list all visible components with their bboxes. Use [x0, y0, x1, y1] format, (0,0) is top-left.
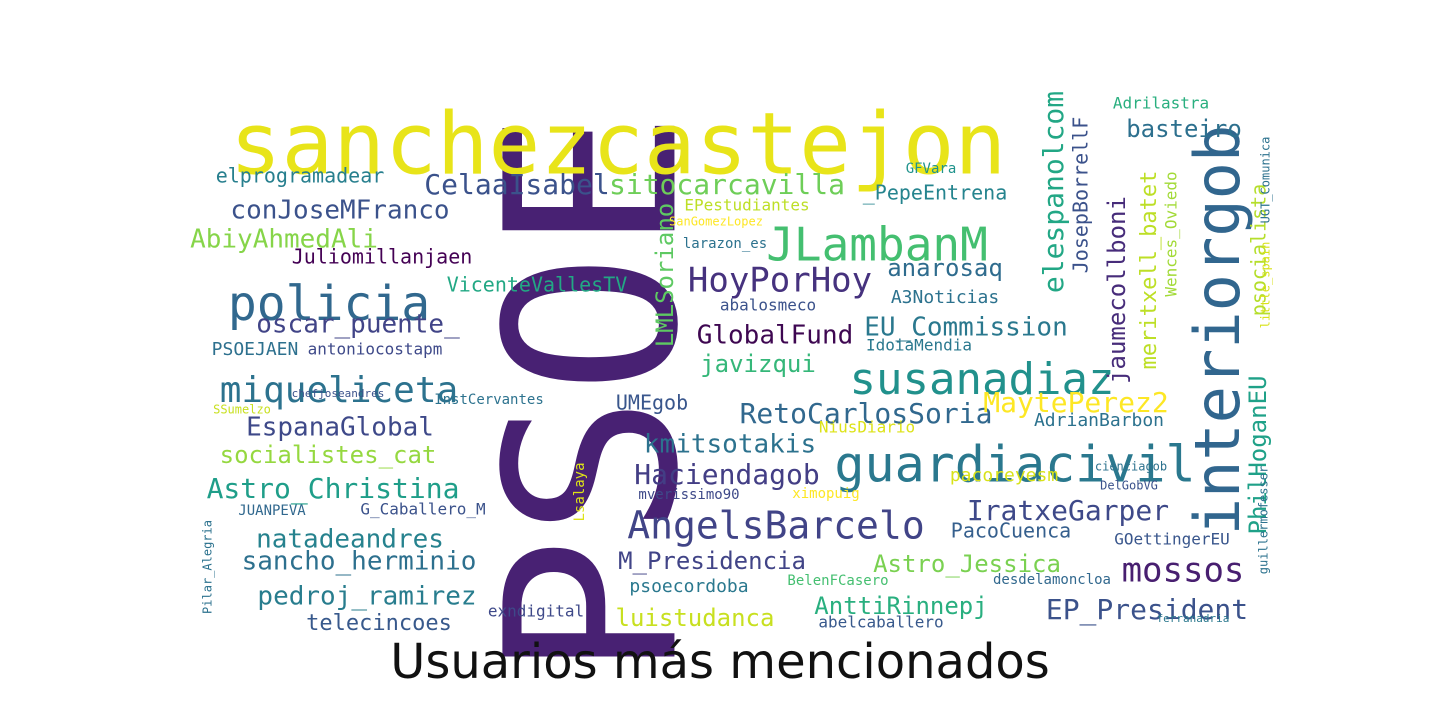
word-basteiro: basteiro [1126, 115, 1242, 143]
word-m-presidencia: M_Presidencia [618, 547, 806, 575]
word-idoiamendia: IdoiaMendia [866, 336, 972, 355]
word-mayteperez2: MaytePerez2 [983, 386, 1168, 419]
word-mverissimo90: mverissimo90 [638, 487, 739, 503]
word-javizqui: javizqui [700, 350, 816, 378]
word-miqueliceta: miqueliceta [220, 370, 458, 411]
word-natadeandres: natadeandres [256, 525, 444, 555]
word-philhoganeu: PhilHoganEU [1244, 376, 1272, 535]
word-chefjoseandres: chefjoseandres [292, 387, 385, 400]
word-sanchezcastejon: sanchezcastejon [230, 94, 1007, 194]
word-ep-president: EP_President [1046, 593, 1248, 627]
word-instcervantes: InstCervantes [434, 392, 544, 408]
word-abiyahmedali: AbiyAhmedAli [190, 225, 378, 255]
word-gfvara: GFVara [906, 161, 957, 177]
word-retocarlossoria: RetoCarlosSoria [740, 397, 993, 430]
word-interiorgob: interiorgob [1181, 125, 1254, 536]
word-cienciagob: cienciagob [1095, 460, 1167, 474]
word-little-spain: little_spain [1259, 242, 1273, 329]
word-guardiacivil: guardiacivil [834, 436, 1195, 494]
chart-title: Usuarios más mencionados [390, 634, 1050, 690]
word-pedroj-ramirez: pedroj_ramirez [257, 582, 476, 612]
word-psoejaen: PSOEJAEN [212, 339, 299, 360]
word-luistudanca: luistudanca [616, 604, 775, 632]
word-vicentevallestv: VicenteVallesTV [447, 273, 628, 297]
word-wences-oviedo: Wences_Oviedo [1162, 171, 1181, 296]
word-ximopuig: ximopuig [792, 486, 859, 502]
word-ugt-comunica: UGT_Comunica [1259, 137, 1273, 224]
word-globalfund: GlobalFund [697, 321, 854, 351]
word-espanaglobal: EspanaGlobal [246, 413, 434, 443]
word-sangomezlopez: SanGomezLopez [669, 215, 763, 229]
word-sitocarcavilla: sitocarcavilla [609, 168, 845, 201]
word-astro-jessica: Astro_Jessica [873, 550, 1061, 578]
word-lsalaya: Lsalaya [572, 462, 588, 521]
word-antoniocostapm: antoniocostapm [308, 340, 443, 359]
word-sancho-herminio: sancho_herminio [242, 547, 477, 577]
word-socialistes-cat: socialistes_cat [220, 441, 437, 469]
word-elespanolcom: elespanolcom [1037, 91, 1070, 293]
word-abalosmeco: abalosmeco [720, 296, 816, 315]
word-mossos: mossos [1122, 551, 1245, 591]
word-exndigital: exndigital [488, 602, 584, 621]
word-josepborrellf: JosepBorrellF [1069, 117, 1093, 274]
word-g-caballero-m: G_Caballero_M [360, 500, 485, 519]
word-psoe: PSOE [455, 111, 730, 679]
word-juliomillanjaen: Juliomillanjaen [292, 245, 473, 269]
word-lmlsoriano: LMLSoriano [651, 203, 679, 348]
word-conjosemfranco: conJoseMFranco [230, 196, 449, 226]
word-iratxegarper: IratxeGarper [967, 494, 1169, 527]
word-policia: policia [228, 276, 430, 332]
word-hoyporhoy: HoyPorHoy [688, 261, 872, 301]
word-haciendagob: Haciendagob [634, 458, 819, 491]
word-guillermofesser: guillermofesser [1257, 466, 1271, 574]
word-abelcaballero: abelcaballero [818, 613, 943, 632]
word-pacocuenca: PacoCuenca [951, 519, 1071, 543]
word-meritxell-batet: meritxell_batet [1137, 171, 1162, 370]
word-a3noticias: A3Noticias [891, 287, 999, 308]
word-eu-commission: EU_Commission [864, 313, 1068, 343]
word-niusdiario: NiusDiario [819, 418, 915, 437]
word-ferranadria: ferranadria [1157, 612, 1230, 625]
word-adrilastra: Adrilastra [1113, 94, 1209, 113]
word--pepeentrena: _PepeEntrena [863, 181, 1008, 205]
word-adrianbarbon: AdrianBarbon [1034, 410, 1164, 431]
word-juanpeva: JUANPEVA [238, 503, 306, 519]
word-jaumecollboni: jaumecollboni [1103, 196, 1131, 384]
word-psocialista: psocialista [1247, 184, 1271, 316]
word-kmitsotakis: kmitsotakis [644, 430, 816, 460]
word-psoecordoba: psoecordoba [629, 576, 748, 597]
word-oscar-puente-: oscar_puente_ [256, 310, 460, 340]
word-umegob: UMEgob [616, 391, 688, 415]
word-pacoreyesm: pacoreyesm [950, 465, 1058, 486]
word-delgobvg: DelGobVG [1100, 479, 1158, 493]
word-anttirinnepj: AnttiRinnepj [814, 592, 987, 620]
word-jlambanm: JLambanM [766, 218, 988, 272]
word-goettingereu: GOettingerEU [1114, 530, 1230, 549]
word-epestudiantes: EPestudiantes [684, 196, 809, 215]
word-susanadiaz: susanadiaz [850, 354, 1115, 405]
word-telecincoes: telecincoes [306, 611, 452, 636]
word-larazon-es: larazon_es [683, 236, 767, 252]
word-angelsbarcelo: AngelsBarcelo [627, 504, 924, 548]
word-desdelamoncloa: desdelamoncloa [993, 572, 1111, 588]
word-ssumelzo: SSumelzo [213, 403, 271, 417]
word-celaaisabel: CelaaIsabel [424, 168, 609, 201]
word-elprogramadear: elprogramadear [216, 164, 385, 188]
word-pilar-alegria: Pilar_Alegria [201, 520, 215, 614]
word-anarosaq: anarosaq [887, 254, 1003, 282]
word-belenfcasero: BelenFCasero [787, 573, 888, 589]
word-astro-christina: Astro_Christina [207, 472, 460, 506]
